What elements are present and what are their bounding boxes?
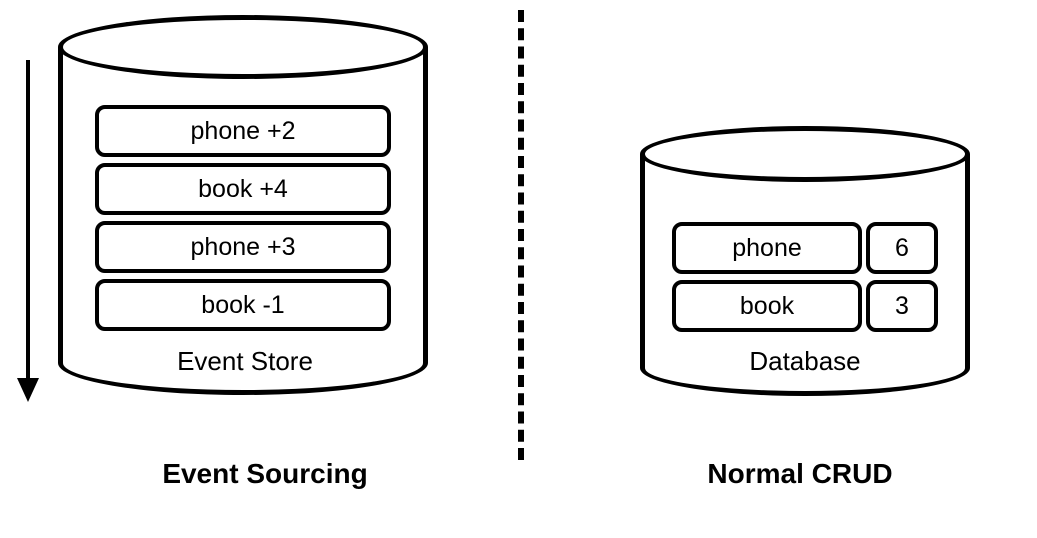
event-row: phone +3	[95, 221, 391, 273]
event-row: book -1	[95, 279, 391, 331]
db-cell-text: phone	[732, 234, 802, 263]
right-caption: Normal CRUD	[660, 458, 940, 490]
db-cell-key: phone	[672, 222, 862, 274]
diagram-canvas: phone +2 book +4 phone +3 book -1 Event …	[0, 0, 1037, 538]
event-row: phone +2	[95, 105, 391, 157]
db-cell-text: 6	[895, 234, 909, 263]
db-cell-text: book	[740, 292, 794, 321]
database-label: Database	[715, 346, 895, 377]
cylinder-top	[640, 126, 970, 182]
event-store-label: Event Store	[145, 346, 345, 377]
event-row-text: phone +3	[191, 233, 296, 262]
left-caption: Event Sourcing	[125, 458, 405, 490]
arrow-shaft	[26, 60, 30, 380]
timeline-arrow	[17, 60, 39, 404]
event-row-text: phone +2	[191, 117, 296, 146]
divider-dashed	[518, 10, 524, 460]
cylinder-top	[58, 15, 428, 79]
event-row-text: book -1	[201, 291, 284, 320]
arrow-head-down-icon	[17, 378, 39, 402]
db-cell-key: book	[672, 280, 862, 332]
event-row: book +4	[95, 163, 391, 215]
event-row-text: book +4	[198, 175, 288, 204]
db-cell-value: 6	[866, 222, 938, 274]
db-cell-value: 3	[866, 280, 938, 332]
db-cell-text: 3	[895, 292, 909, 321]
